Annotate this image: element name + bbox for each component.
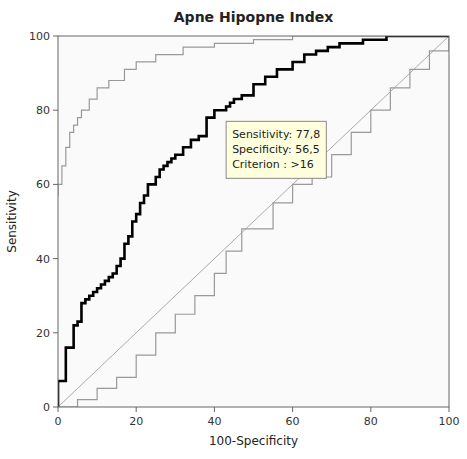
y-tick [53,110,58,111]
y-tick-label: 80 [36,104,50,117]
annotation-line: Sensitivity: 77,8 [232,128,320,141]
y-tick-label: 100 [29,30,50,43]
series-line [58,36,449,407]
x-tick-label: 0 [55,415,62,428]
y-tick-label: 40 [36,253,50,266]
x-axis-label: 100-Specificity [209,434,298,448]
x-tick [214,407,215,412]
annotation-box [226,121,326,178]
annotation: Sensitivity: 77,8 Specificity: 56,5 Criter… [226,121,326,178]
title: Apne Hipopne Index [174,9,333,25]
series-group [58,36,449,407]
annotation-line: Specificity: 56,5 [232,143,320,156]
x-tick-label: 100 [439,415,460,428]
plot-area [58,36,449,407]
y-tick [53,36,58,37]
chart: 0 20 40 60 80 100 0 20 40 60 80 100 Apne Hipopne Ind… [0,0,467,459]
y-tick [53,184,58,185]
y-tick-label: 20 [36,327,50,340]
y-axis-label: Sensitivity [5,190,19,252]
y-tick-label: 0 [43,401,50,414]
x-tick [136,407,137,412]
series-line [58,36,449,196]
x-tick [58,407,59,412]
annotation-text: Sensitivity: 77,8 Specificity: 56,5 Criter… [232,128,320,171]
y-tick [53,332,58,333]
x-tick-label: 40 [207,415,221,428]
series-line [58,36,449,407]
x-tick-label: 60 [286,415,300,428]
x-tick-label: 20 [129,415,143,428]
y-tick-label: 60 [36,178,50,191]
x-tick [370,407,371,412]
series-line [58,36,449,407]
y-tick [53,407,58,408]
y-tick [53,258,58,259]
plot-frame [58,36,449,407]
x-tick [292,407,293,412]
x-tick [449,407,450,412]
annotation-line: Criterion : >16 [232,158,314,171]
x-tick-label: 80 [364,415,378,428]
